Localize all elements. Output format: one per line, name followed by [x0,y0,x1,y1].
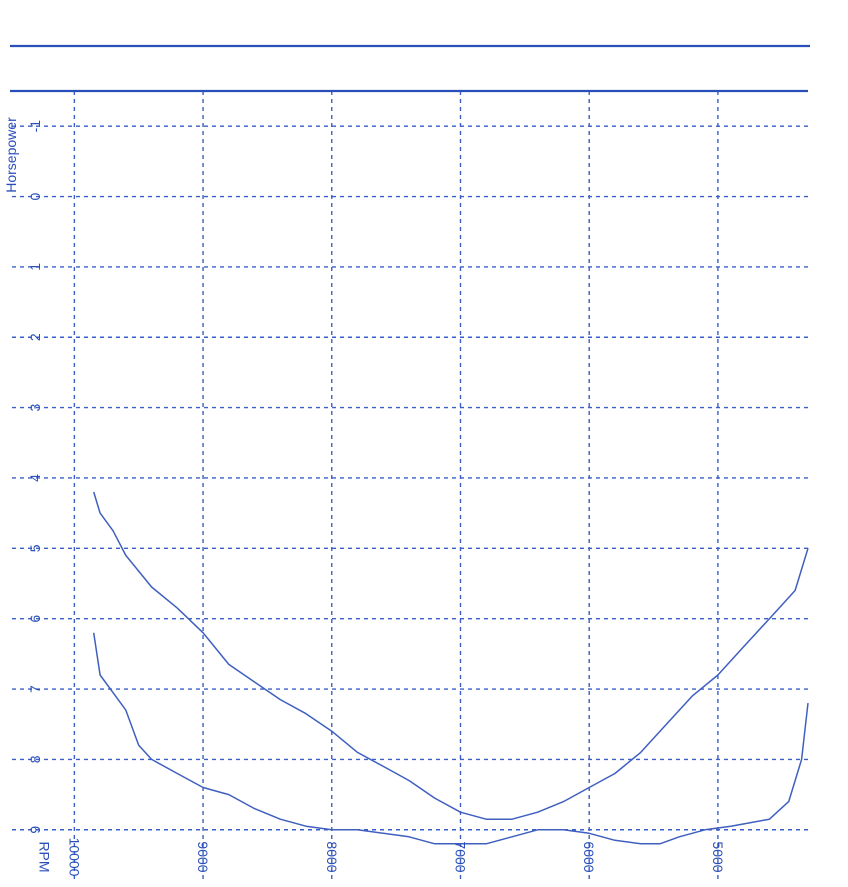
y-tick-label: 7 [27,685,43,693]
y-tick-label: 2 [27,333,43,341]
y-tick-label: 8 [27,755,43,763]
x-axis-title: RPM [36,841,52,872]
series-line-torque [92,491,809,820]
x-tick-label: 5000 [710,841,726,872]
chart-rotated-group: 9876543210-1109876543210-1HorsepowerTorq… [3,44,810,879]
y-tick-label: -1 [27,120,43,133]
y-tick-label: 4 [27,474,43,482]
series-layer [92,491,809,845]
grid [10,91,808,879]
x-tick-label: 8000 [324,841,340,872]
y-tick-label: 1 [27,263,43,271]
y-tick-label: 3 [27,404,43,412]
y-tick-label: 9 [27,826,43,834]
x-tick-label: 9000 [195,841,211,872]
y-axis-title: Horsepower [3,117,19,193]
tick-labels: 9876543210-1109876543210-1HorsepowerTorq… [3,117,726,877]
x-tick-label: 6000 [581,841,597,872]
y-tick-label: 0 [27,192,43,200]
y-tick-label: 6 [27,615,43,623]
x-tick-label: 7000 [452,841,468,872]
x-tick-label: 10000 [66,838,82,877]
axes [10,44,810,93]
series-line-horsepower [92,632,809,845]
y-tick-label: 5 [27,544,43,552]
